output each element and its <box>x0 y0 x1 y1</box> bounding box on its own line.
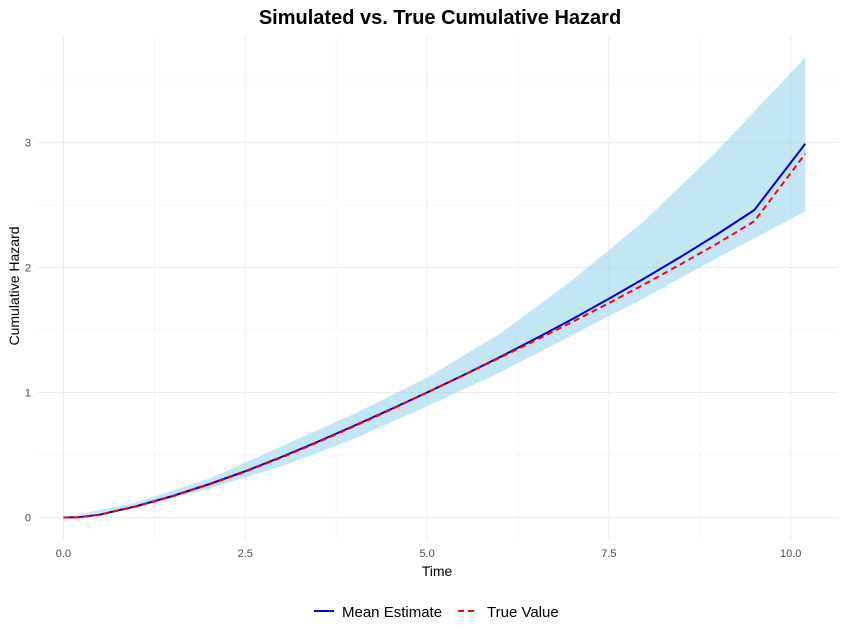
tick-labels: 0.0 2.5 5.0 7.5 10.0 0 1 2 3 <box>25 138 802 561</box>
confidence-band <box>63 57 806 518</box>
legend-label-true-value: True Value <box>487 604 559 621</box>
grid <box>38 35 838 540</box>
legend-label-mean-estimate: Mean Estimate <box>342 604 442 621</box>
x-tick-label: 7.5 <box>601 548 616 560</box>
y-tick-label: 2 <box>25 263 31 275</box>
y-tick-label: 1 <box>25 388 31 400</box>
series-layer <box>63 143 807 519</box>
x-tick-label: 10.0 <box>780 548 801 560</box>
legend: Mean Estimate True Value <box>314 604 559 621</box>
x-axis-title: Time <box>422 563 453 579</box>
x-tick-label: 0.0 <box>56 548 71 560</box>
y-tick-label: 3 <box>25 138 31 150</box>
x-tick-label: 2.5 <box>238 548 253 560</box>
y-axis-title: Cumulative Hazard <box>6 226 22 345</box>
chart-title: Simulated vs. True Cumulative Hazard <box>259 7 621 29</box>
confidence-band-layer <box>63 57 806 518</box>
true-value-line <box>63 153 807 519</box>
x-tick-label: 5.0 <box>419 548 434 560</box>
y-tick-label: 0 <box>25 513 31 525</box>
